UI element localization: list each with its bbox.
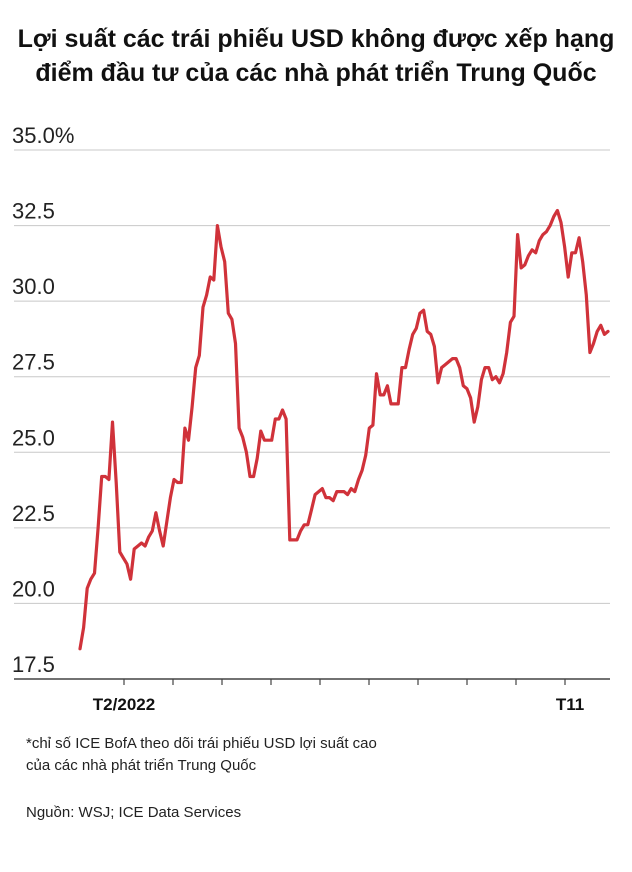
chart-title-line-1: Lợi suất các trái phiếu USD không được x… [17,25,615,53]
y-tick-label: 22.5 [12,501,55,526]
series-line-0 [78,208,610,651]
y-axis-ticks: 35.0% 32.5 30.0 27.5 25.0 22.5 20.0 17.5 [12,123,74,677]
y-tick-label: 35.0% [12,123,74,148]
footnote-line-2: của các nhà phát triển Trung Quốc [26,757,257,774]
chart-title: Lợi suất các trái phiếu USD không được x… [0,22,632,90]
line-chart: 35.0% 32.5 30.0 27.5 25.0 22.5 20.0 17.5 T2/202… [12,123,610,714]
gridlines [14,149,610,680]
y-tick-label: 32.5 [12,199,55,224]
y-tick-label: 20.0 [12,576,55,601]
footnote: *chỉ số ICE BofA theo dõi trái phiếu USD… [26,733,586,777]
y-tick-label: 17.5 [12,652,55,677]
y-tick-label: 25.0 [12,425,55,450]
footnote-line-1: *chỉ số ICE BofA theo dõi trái phiếu USD… [26,735,377,752]
series-group [78,208,610,651]
source-note: Nguồn: WSJ; ICE Data Services [26,804,242,821]
x-tick-label: T11 [556,695,584,714]
y-tick-label: 27.5 [12,350,55,375]
y-tick-label: 30.0 [12,274,55,299]
x-axis: T2/2022 T11 [93,679,584,714]
x-tick-label: T2/2022 [93,695,155,714]
chart-title-line-2: điểm đầu tư của các nhà phát triển Trung… [35,59,597,87]
